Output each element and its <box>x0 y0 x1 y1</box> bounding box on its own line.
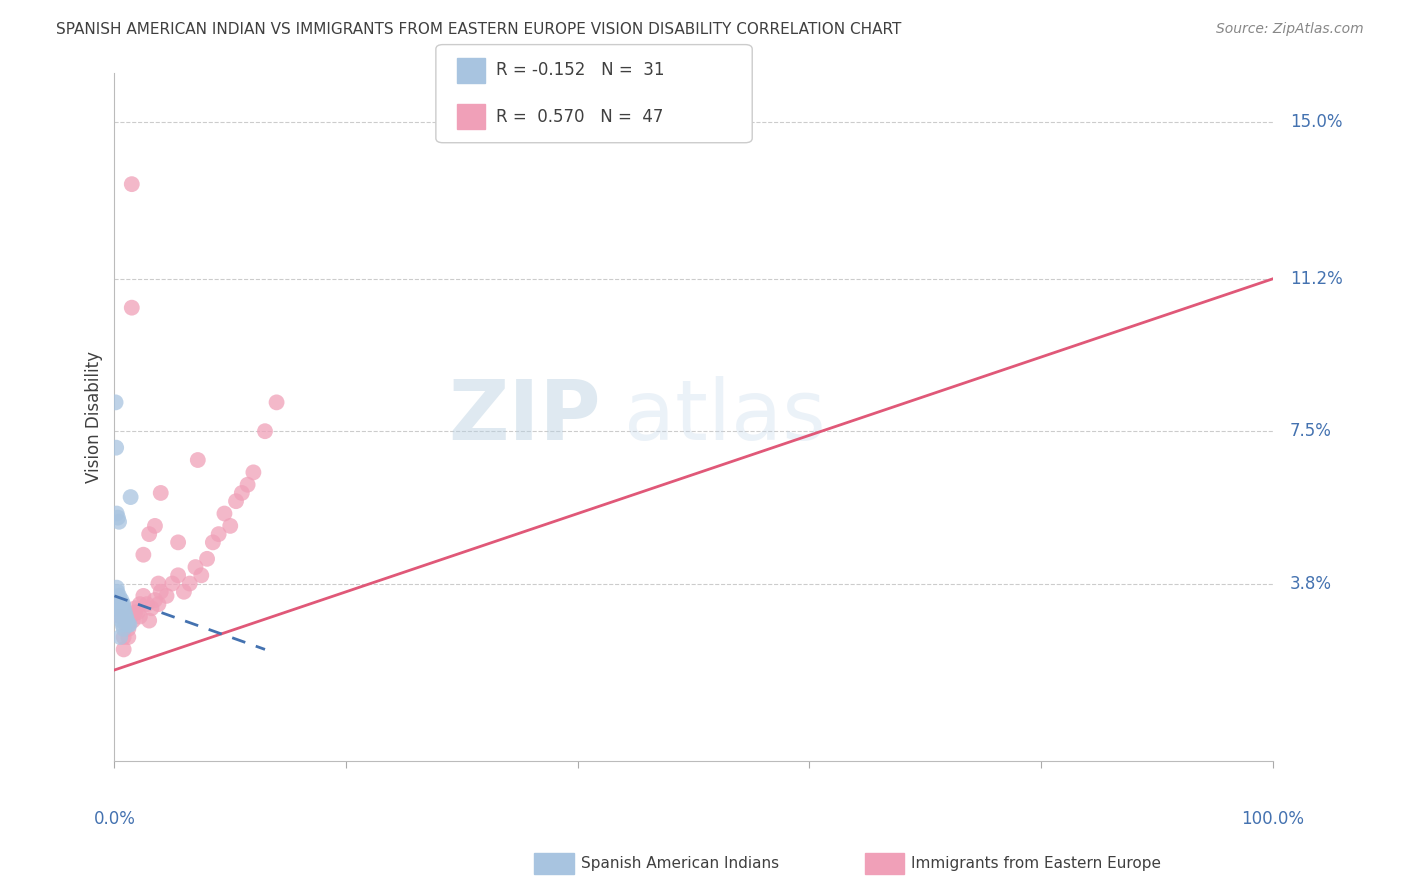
Point <box>120 609 142 624</box>
Text: R =  0.570   N =  47: R = 0.570 N = 47 <box>496 108 664 126</box>
Point <box>135 597 157 611</box>
Point <box>112 597 135 611</box>
Point <box>111 617 134 632</box>
Point <box>195 551 218 566</box>
Point <box>149 486 172 500</box>
Point <box>253 424 276 438</box>
Text: 100.0%: 100.0% <box>1241 810 1305 828</box>
Point <box>108 601 131 615</box>
Point <box>108 589 131 603</box>
Text: R = -0.152   N =  31: R = -0.152 N = 31 <box>496 62 665 79</box>
Point <box>122 614 145 628</box>
Point <box>148 576 170 591</box>
Point <box>117 630 139 644</box>
Point <box>112 630 135 644</box>
Point <box>108 597 131 611</box>
Point <box>110 609 132 624</box>
Text: Immigrants from Eastern Europe: Immigrants from Eastern Europe <box>911 856 1161 871</box>
Point <box>236 477 259 491</box>
Point <box>120 490 142 504</box>
Point <box>115 617 138 632</box>
Point <box>141 601 163 615</box>
Point <box>112 642 135 657</box>
Point <box>105 441 128 455</box>
Point <box>121 177 143 191</box>
Point <box>138 614 160 628</box>
Point <box>117 622 139 636</box>
Point <box>115 609 138 624</box>
Point <box>107 510 129 524</box>
Text: SPANISH AMERICAN INDIAN VS IMMIGRANTS FROM EASTERN EUROPE VISION DISABILITY CORR: SPANISH AMERICAN INDIAN VS IMMIGRANTS FR… <box>56 22 901 37</box>
Point <box>108 630 131 644</box>
Point <box>149 584 172 599</box>
Point <box>107 597 129 611</box>
Text: Spanish American Indians: Spanish American Indians <box>581 856 779 871</box>
Y-axis label: Vision Disability: Vision Disability <box>86 351 103 483</box>
Text: 11.2%: 11.2% <box>1291 270 1343 288</box>
Point <box>162 576 184 591</box>
Point <box>115 614 138 628</box>
Point <box>110 614 132 628</box>
Point <box>167 568 190 582</box>
Point <box>127 606 149 620</box>
Point <box>121 301 143 315</box>
Point <box>107 593 129 607</box>
Point <box>148 597 170 611</box>
Point <box>124 606 146 620</box>
Point <box>173 584 195 599</box>
Text: 15.0%: 15.0% <box>1291 113 1343 131</box>
Point <box>214 507 236 521</box>
Text: atlas: atlas <box>624 376 825 458</box>
Point <box>112 601 135 615</box>
Point <box>124 601 146 615</box>
Point <box>219 519 242 533</box>
Text: Source: ZipAtlas.com: Source: ZipAtlas.com <box>1216 22 1364 37</box>
Point <box>225 494 247 508</box>
Point <box>128 597 150 611</box>
Point <box>190 568 212 582</box>
Point <box>128 609 150 624</box>
Point <box>105 584 128 599</box>
Point <box>117 617 139 632</box>
Text: 7.5%: 7.5% <box>1291 422 1331 440</box>
Point <box>108 593 131 607</box>
Point <box>184 560 207 574</box>
Point <box>266 395 288 409</box>
Point <box>118 617 141 632</box>
Point <box>167 535 190 549</box>
Point <box>208 527 231 541</box>
Point <box>231 486 253 500</box>
Point <box>201 535 224 549</box>
Point <box>143 593 166 607</box>
Point <box>108 606 131 620</box>
Point <box>108 609 131 624</box>
Point <box>138 527 160 541</box>
Text: 3.8%: 3.8% <box>1291 574 1331 592</box>
Text: ZIP: ZIP <box>449 376 600 458</box>
Point <box>132 589 155 603</box>
Point <box>111 601 134 615</box>
Point <box>187 453 209 467</box>
Point <box>114 606 136 620</box>
Point <box>104 395 127 409</box>
Point <box>132 548 155 562</box>
Point <box>179 576 201 591</box>
Point <box>107 601 129 615</box>
Point <box>110 593 132 607</box>
Point <box>155 589 177 603</box>
Point <box>143 519 166 533</box>
Point <box>111 597 134 611</box>
Point <box>242 466 264 480</box>
Text: 0.0%: 0.0% <box>93 810 135 828</box>
Point <box>112 622 135 636</box>
Point <box>105 581 128 595</box>
Point <box>105 507 128 521</box>
Point <box>108 515 131 529</box>
